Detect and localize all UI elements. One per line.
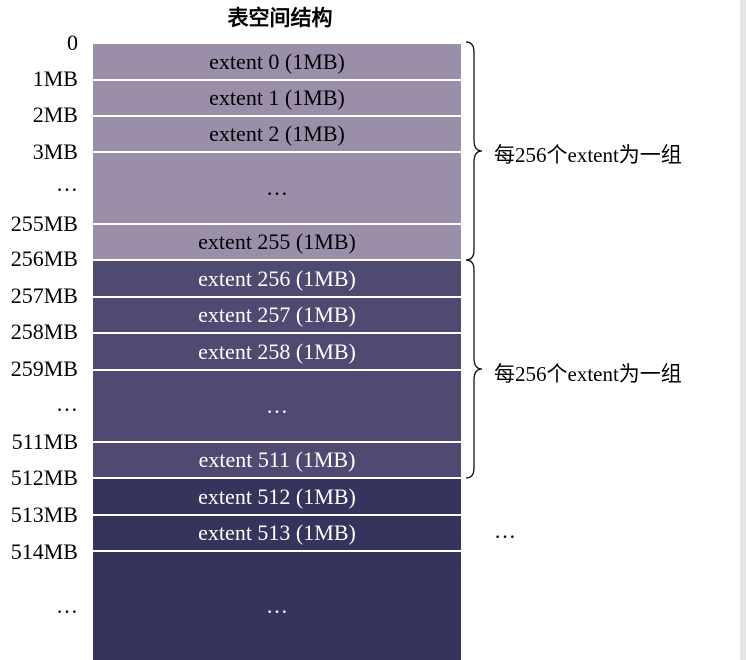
offset-label: … [56, 391, 78, 416]
extent-block: extent 256 (1MB) [93, 261, 461, 298]
extent-block: extent 255 (1MB) [93, 225, 461, 261]
extent-block: extent 258 (1MB) [93, 334, 461, 371]
extent-block: extent 511 (1MB) [93, 443, 461, 479]
extent-block: … [93, 552, 461, 660]
offset-label: 258MB [10, 319, 78, 344]
offset-label: 1MB [32, 66, 78, 91]
offset-label: 259MB [10, 356, 78, 381]
offset-label: … [56, 593, 78, 618]
extent-block: extent 512 (1MB) [93, 479, 461, 516]
group-label-2: 每256个extent为一组 [494, 362, 682, 386]
group-label-1: 每256个extent为一组 [494, 143, 682, 167]
offset-label: 514MB [10, 539, 78, 564]
window-edge [740, 0, 746, 660]
group-brace-2 [465, 259, 483, 479]
extent-block: … [93, 153, 461, 225]
offset-label: 256MB [10, 246, 78, 271]
extent-block: extent 2 (1MB) [93, 117, 461, 153]
extent-block: extent 257 (1MB) [93, 298, 461, 334]
offset-label: 511MB [11, 429, 78, 454]
group-brace-1 [465, 41, 483, 261]
more-indicator: … [494, 518, 516, 543]
offset-label: 255MB [10, 211, 78, 236]
offset-label: 257MB [10, 283, 78, 308]
offset-label: 3MB [32, 139, 78, 164]
extent-block: extent 513 (1MB) [93, 516, 461, 552]
offset-label: … [56, 171, 78, 196]
offset-label: 512MB [10, 465, 78, 490]
extent-block: extent 1 (1MB) [93, 81, 461, 117]
offset-label: 2MB [32, 102, 78, 127]
diagram-title: 表空间结构 [227, 6, 333, 30]
extent-block: extent 0 (1MB) [93, 44, 461, 81]
offset-label: 0 [67, 30, 78, 55]
extent-block: … [93, 371, 461, 443]
offset-label: 513MB [10, 502, 78, 527]
